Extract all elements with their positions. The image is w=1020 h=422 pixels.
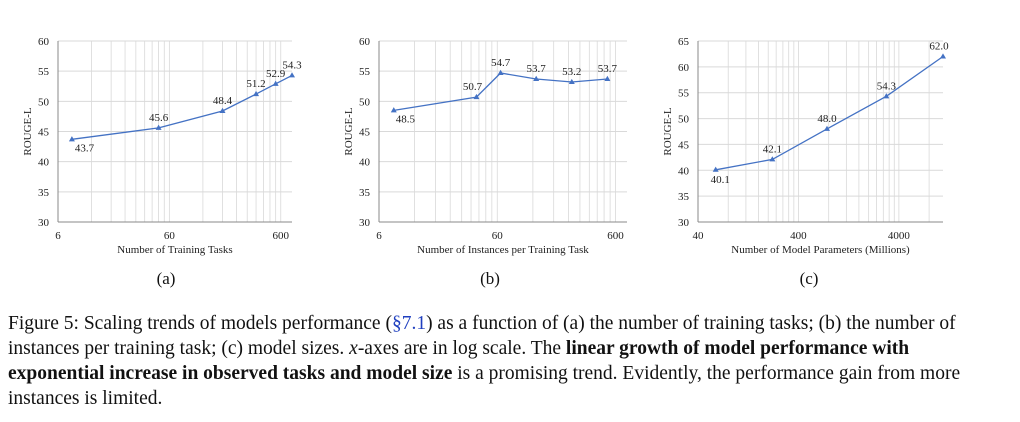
data-label: 51.2 (246, 78, 265, 90)
y-tick-label: 35 (359, 187, 371, 199)
x-tick-label: 400 (790, 230, 807, 242)
y-tick-label: 45 (359, 127, 371, 139)
x-tick-label: 6 (376, 230, 382, 242)
x-axis-title: Number of Model Parameters (Millions) (731, 244, 910, 256)
data-point (940, 53, 946, 59)
data-point (533, 75, 540, 82)
figure-charts: 30 35 40 45 50 55 60 6 60 600 43.7 45.6 48.4 51.252.9… (22, 36, 949, 288)
y-axis-title: ROUGE-L (22, 107, 34, 156)
y-tick-label: 50 (678, 114, 690, 126)
data-point (473, 93, 480, 100)
data-label: 45.6 (149, 112, 169, 124)
chart-panel-c: 30 35 40 45 50 55 60 65 40 400 4000 40.1 42.1 48.0 54.… (662, 36, 949, 288)
data-label: 48.4 (213, 95, 233, 107)
y-axis-title: ROUGE-L (662, 107, 674, 156)
y-tick-label: 45 (38, 127, 50, 139)
y-axis-title: ROUGE-L (343, 107, 355, 156)
data-point (289, 72, 295, 78)
y-tick-label: 50 (359, 96, 371, 108)
caption-suffix: is a promising trend. Evidently, the per… (8, 363, 961, 409)
caption-prefix: Figure 5: Scaling trends of models perfo… (8, 313, 392, 334)
data-point (769, 156, 776, 162)
y-tick-label: 30 (678, 217, 690, 229)
y-tick-label: 30 (359, 217, 371, 229)
data-label: 40.1 (711, 174, 730, 186)
data-label: 53.7 (527, 63, 547, 75)
caption-x-var: x (349, 338, 358, 359)
y-tick-label: 35 (678, 191, 690, 203)
y-tick-label: 35 (38, 187, 50, 199)
data-label: 53.2 (562, 66, 581, 78)
data-label: 48.5 (396, 113, 416, 125)
y-tick-label: 55 (678, 88, 690, 100)
subfigure-label: (a) (157, 269, 176, 288)
x-tick-label: 600 (607, 230, 624, 242)
data-point (568, 78, 575, 85)
data-label: 50.7 (463, 81, 483, 93)
series-line (71, 74, 293, 140)
data-point (272, 80, 279, 86)
data-label: 54.3 (282, 59, 302, 71)
y-tick-label: 45 (678, 139, 690, 151)
x-tick-label: 600 (273, 230, 290, 242)
y-tick-label: 40 (678, 165, 690, 177)
data-point (604, 75, 611, 82)
data-point (253, 90, 260, 97)
y-tick-label: 60 (359, 36, 371, 48)
data-label: 53.7 (598, 63, 618, 75)
x-tick-label: 60 (164, 230, 176, 242)
x-tick-label: 40 (693, 230, 705, 242)
y-tick-label: 40 (38, 157, 50, 169)
y-tick-label: 65 (678, 36, 690, 48)
caption-mid2: -axes are in log scale. The (357, 338, 566, 359)
data-point (497, 69, 504, 75)
y-tick-label: 60 (38, 36, 50, 48)
subfigure-label: (c) (800, 269, 819, 288)
data-label: 48.0 (817, 113, 837, 125)
data-point (155, 124, 162, 130)
data-label: 54.7 (491, 57, 511, 69)
y-tick-label: 50 (38, 96, 50, 108)
data-label: 43.7 (75, 142, 95, 154)
series-line (393, 72, 608, 112)
x-tick-label: 6 (55, 230, 61, 242)
y-tick-label: 55 (359, 66, 371, 78)
caption-section-ref[interactable]: §7.1 (391, 313, 427, 334)
x-tick-label: 60 (492, 230, 504, 242)
y-tick-label: 60 (678, 62, 690, 74)
x-axis-title: Number of Instances per Training Task (417, 244, 589, 256)
chart-panel-b: 30 35 40 45 50 55 60 6 60 600 48.5 50.7 54.7 53.7 53.2… (343, 36, 627, 288)
data-label: 62.0 (929, 41, 949, 53)
caption-mid: ) as a function of (a) the number of tra… (8, 313, 956, 359)
data-point (712, 166, 719, 172)
chart-panel-a: 30 35 40 45 50 55 60 6 60 600 43.7 45.6 48.4 51.252.9… (22, 36, 302, 288)
subfigure-label: (b) (480, 269, 500, 288)
data-point (390, 107, 397, 113)
data-label: 54.3 (877, 80, 897, 92)
x-axis-title: Number of Training Tasks (117, 244, 232, 256)
data-point (219, 107, 226, 113)
data-label: 42.1 (763, 143, 782, 155)
data-point (68, 136, 75, 142)
y-tick-label: 30 (38, 217, 50, 229)
data-point (824, 125, 831, 131)
figure-caption: Figure 5: Scaling trends of models perfo… (8, 311, 1008, 411)
data-point (883, 93, 890, 99)
caption-bold: linear growth of model performance with … (8, 338, 910, 384)
data-label: 52.9 (266, 68, 286, 80)
x-tick-label: 4000 (888, 230, 911, 242)
y-tick-label: 55 (38, 66, 50, 78)
y-tick-label: 40 (359, 157, 371, 169)
